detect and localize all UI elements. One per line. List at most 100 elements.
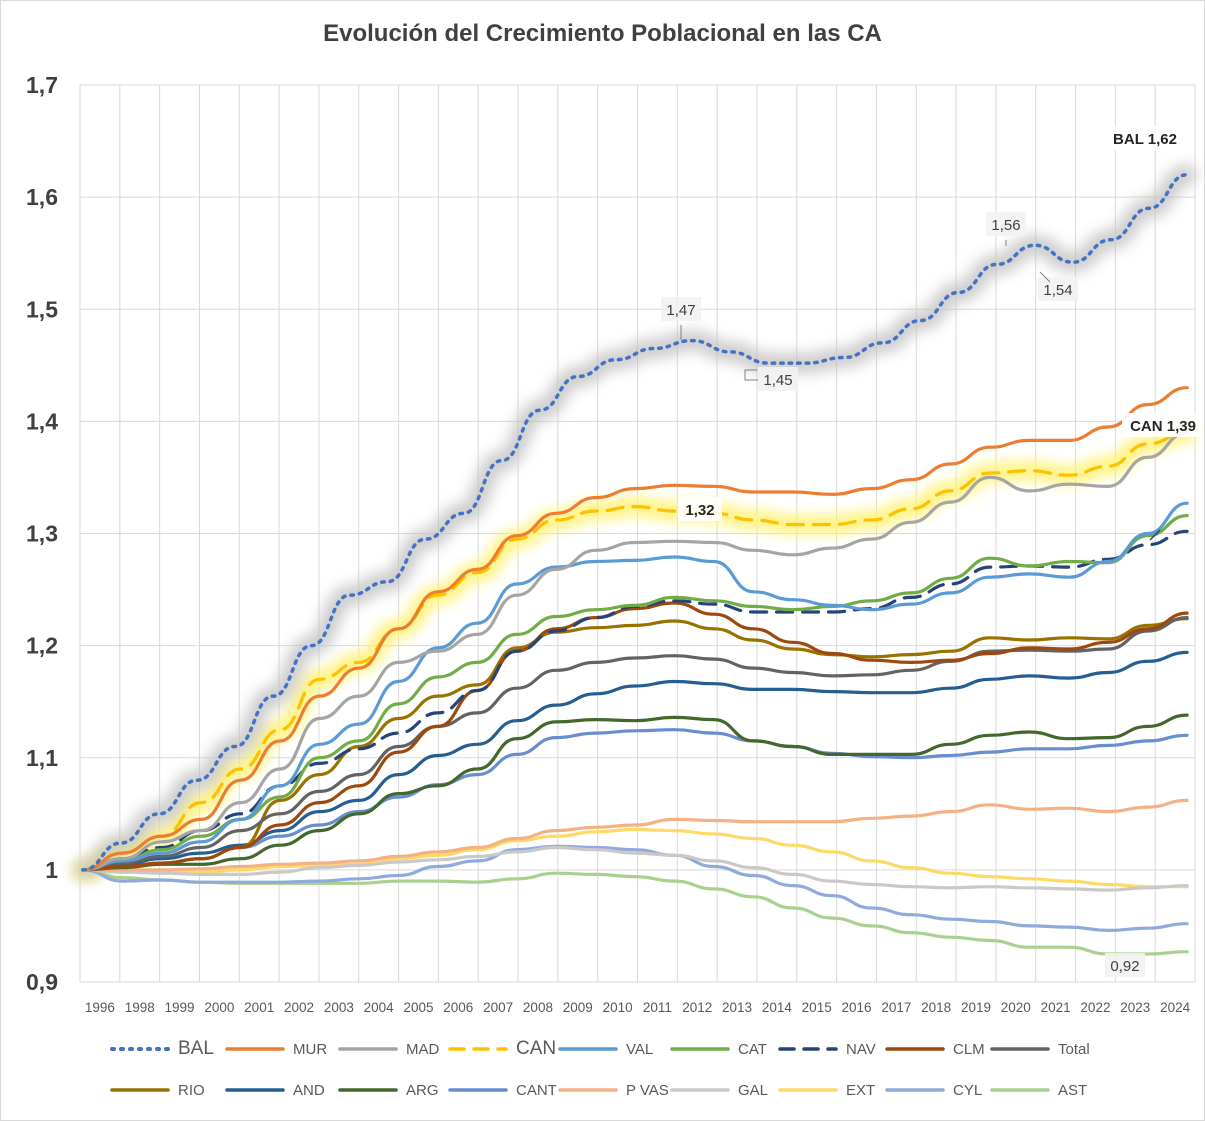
series-line-p-vas xyxy=(81,798,1189,872)
annotation-box xyxy=(661,297,701,321)
series-glow-layer xyxy=(72,164,1198,880)
legend-label: EXT xyxy=(846,1081,876,1099)
x-tick-label: 2008 xyxy=(523,1000,553,1015)
annotation-label: 1,47 xyxy=(666,302,695,319)
legend-swatch xyxy=(225,1088,285,1092)
legend-label: NAV xyxy=(846,1040,876,1058)
x-tick-label: 2007 xyxy=(483,1000,513,1015)
y-tick-label: 1,3 xyxy=(26,521,58,547)
x-tick-label: 2005 xyxy=(403,1000,433,1015)
x-tick-label: 1998 xyxy=(125,1000,155,1015)
legend-label: ARG xyxy=(406,1081,439,1099)
annotation-box xyxy=(986,212,1026,236)
legend-item-val: VAL xyxy=(556,1036,653,1062)
legend-item-bal: BAL xyxy=(108,1036,214,1062)
axis-labels: 1,7 1,6 1,5 1,4 1,3 1,2 1,1 1 0,9 1996 1998 1999 200… xyxy=(26,72,1191,1015)
legend-label: CLM xyxy=(953,1040,985,1058)
annotation-leader xyxy=(1039,271,1051,283)
y-tick-label: 1 xyxy=(45,857,58,883)
legend-swatch xyxy=(990,1047,1050,1051)
annotation-label: 1,45 xyxy=(763,372,792,389)
annotation-label: BAL 1,62 xyxy=(1113,131,1177,148)
legend-swatch xyxy=(225,1047,285,1051)
legend-label: MUR xyxy=(293,1040,328,1058)
legend-swatch xyxy=(558,1088,618,1092)
x-tick-label: 2000 xyxy=(204,1000,234,1015)
legend-item-cat: CAT xyxy=(668,1036,767,1062)
x-tick-label: 2018 xyxy=(921,1000,951,1015)
x-tick-label: 2024 xyxy=(1160,1000,1191,1015)
legend-swatch xyxy=(110,1088,170,1092)
x-tick-label: 1996 xyxy=(85,1000,115,1015)
annotations-layer: BAL 1,62 1,56 1,54 1,47 1,45 CAN 1,39 1,32 0,92 xyxy=(661,126,1204,977)
x-tick-label: 2019 xyxy=(961,1000,991,1015)
annotation-box xyxy=(1105,953,1145,977)
legend-label: CANT xyxy=(516,1081,557,1099)
series-line-mur xyxy=(81,386,1189,872)
x-tick-label: 2015 xyxy=(802,1000,832,1015)
annotation-label: 0,92 xyxy=(1110,958,1139,975)
series-line-gal xyxy=(81,845,1189,892)
annotation-label: CAN 1,39 xyxy=(1130,418,1196,435)
x-tick-label: 2014 xyxy=(762,1000,793,1015)
x-tick-label: 2002 xyxy=(284,1000,314,1015)
legend-item-p-vas: P VAS xyxy=(556,1077,669,1103)
legend-item-cyl: CYL xyxy=(883,1077,982,1103)
x-tick-label: 2017 xyxy=(881,1000,911,1015)
annotation-label: 1,56 xyxy=(991,217,1020,234)
legend-label: CAT xyxy=(738,1040,767,1058)
x-tick-label: 2003 xyxy=(324,1000,354,1015)
x-tick-label: 2011 xyxy=(643,1000,672,1015)
annotation-label: 1,54 xyxy=(1043,282,1072,299)
legend-label: P VAS xyxy=(626,1081,669,1099)
legend-item-nav: NAV xyxy=(776,1036,876,1062)
y-tick-label: 0,9 xyxy=(26,969,58,995)
y-tick-label: 1,7 xyxy=(26,72,58,98)
legend-item-clm: CLM xyxy=(883,1036,985,1062)
legend-swatch xyxy=(670,1088,730,1092)
annotation-leader xyxy=(1149,529,1161,541)
legend-swatch xyxy=(448,1088,508,1092)
y-tick-label: 1,5 xyxy=(26,296,58,322)
x-tick-label: 2009 xyxy=(563,1000,593,1015)
annotation-label: 1,32 xyxy=(685,502,714,519)
legend-item-ext: EXT xyxy=(776,1077,875,1103)
legend-swatch xyxy=(338,1088,398,1092)
legend-swatch xyxy=(885,1047,945,1051)
y-tick-label: 1,1 xyxy=(26,745,58,771)
series-line-bal xyxy=(81,172,1189,872)
legend-swatch xyxy=(338,1047,398,1051)
series-line-ext xyxy=(81,827,1189,889)
legend-item-mur: MUR xyxy=(223,1036,327,1062)
x-tick-label: 2022 xyxy=(1080,1000,1110,1015)
legend-item-cant: CANT xyxy=(446,1077,557,1103)
series-line-cyl xyxy=(81,844,1189,932)
legend-label: BAL xyxy=(178,1038,214,1059)
legend-item-arg: ARG xyxy=(336,1077,439,1103)
legend-label: RIO xyxy=(178,1081,205,1099)
legend-swatch xyxy=(448,1047,508,1051)
x-tick-label: 1999 xyxy=(165,1000,195,1015)
annotation-box xyxy=(1038,277,1078,301)
legend-label: CYL xyxy=(953,1081,983,1099)
legend-swatch xyxy=(110,1047,170,1051)
annotation-box xyxy=(1122,413,1204,437)
series-line-arg xyxy=(81,713,1189,872)
legend-label: MAD xyxy=(406,1040,440,1058)
legend-label: AST xyxy=(1058,1081,1088,1099)
y-tick-label: 1,6 xyxy=(26,184,58,210)
x-tick-label: 2020 xyxy=(1001,1000,1031,1015)
x-tick-label: 2012 xyxy=(682,1000,712,1015)
legend-swatch xyxy=(778,1047,838,1051)
series-line-cat xyxy=(81,514,1189,872)
legend-label: VAL xyxy=(626,1040,654,1058)
y-tick-label: 1,2 xyxy=(26,633,58,659)
legend-label: GAL xyxy=(738,1081,769,1099)
legend-item-ast: AST xyxy=(988,1077,1087,1103)
legend-swatch xyxy=(670,1047,730,1051)
x-tick-label: 2004 xyxy=(364,1000,395,1015)
legend-swatch xyxy=(778,1088,838,1092)
x-tick-label: 2006 xyxy=(443,1000,473,1015)
legend-item-can: CAN xyxy=(446,1036,556,1062)
annotation-leader xyxy=(744,369,758,381)
